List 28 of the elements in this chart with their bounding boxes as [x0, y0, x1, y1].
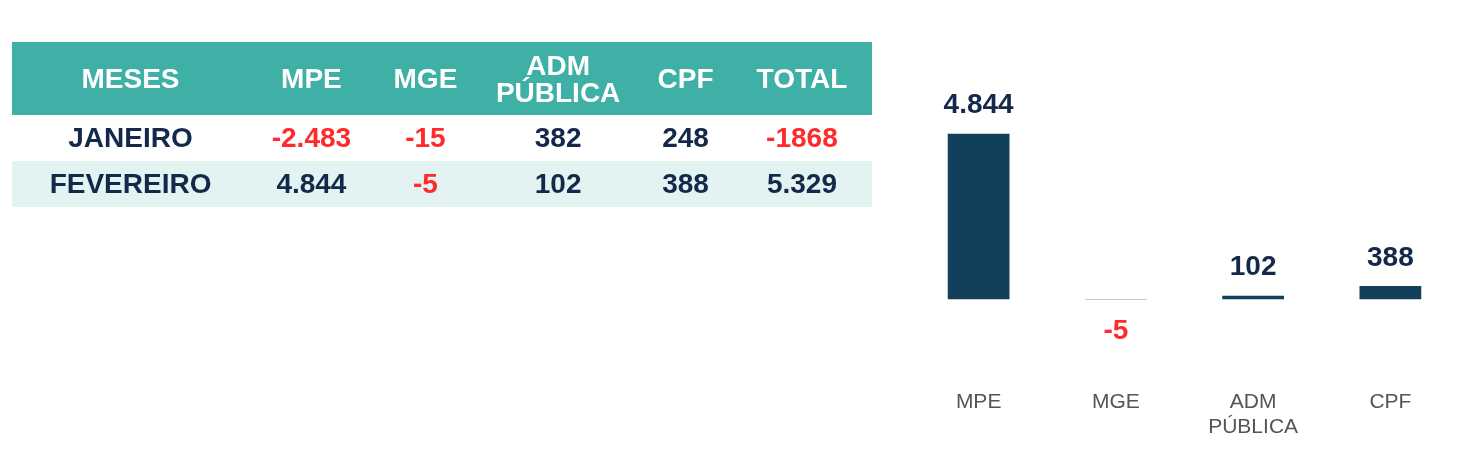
x-tick-label: ADM PÚBLICA [1208, 389, 1299, 438]
x-tick-label: MGE [1091, 389, 1140, 412]
data-label: -1868 [765, 121, 839, 155]
bar [1359, 285, 1422, 300]
data-label: 248 [661, 121, 710, 155]
data-label: -5 [411, 167, 439, 201]
bar [947, 133, 1010, 300]
y-tick-label: FEVEREIRO [48, 167, 213, 201]
data-label: 4.844 [275, 167, 348, 201]
x-tick-label: MPE [249, 42, 374, 115]
data-label: 102 [1229, 250, 1277, 282]
data-label: -5 [1103, 314, 1129, 346]
x-tick-label: ADM PÚBLICA [477, 42, 640, 115]
data-label: 388 [661, 167, 710, 201]
data-label: 382 [533, 121, 583, 155]
data-label: -15 [404, 121, 447, 155]
y-axis-title: MESES [12, 42, 250, 115]
x-tick-label: MPE [955, 389, 1002, 412]
y-tick-label: JANEIRO [67, 121, 194, 155]
x-tick-label: CPF [639, 42, 732, 115]
x-tick-label: TOTAL [731, 42, 872, 115]
data-label: 102 [533, 167, 583, 201]
data-label: 5.329 [765, 167, 838, 201]
data-label: -2.483 [270, 121, 353, 155]
x-tick-label: CPF [1369, 389, 1412, 412]
data-label: 388 [1367, 240, 1414, 272]
data-label: 4.844 [943, 88, 1015, 120]
x-tick-label: MGE [373, 42, 478, 115]
